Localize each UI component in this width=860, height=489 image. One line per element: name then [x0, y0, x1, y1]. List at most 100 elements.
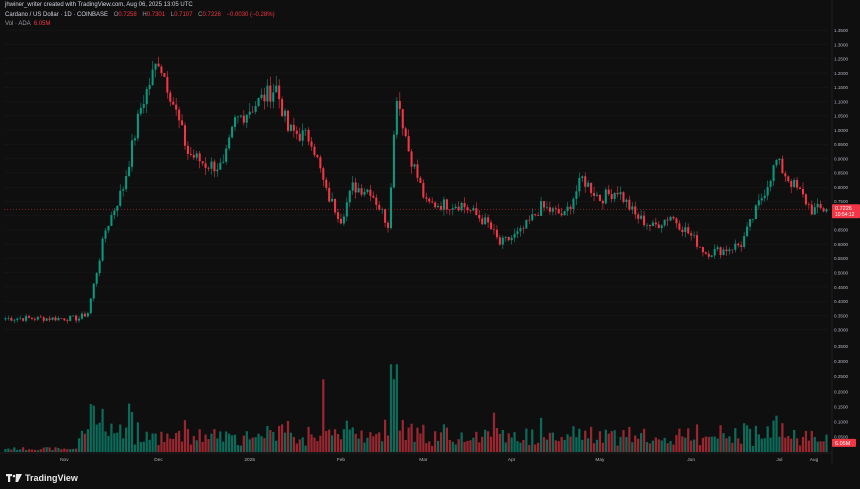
- candle-body: [22, 318, 25, 321]
- volume-bar: [381, 441, 384, 452]
- volume-bar: [534, 444, 537, 452]
- candle-body: [457, 206, 460, 211]
- candlestick-chart[interactable]: 1.3500 1.3000 1.2500 1.2000 1.1500 1.1000 1.05…: [0, 0, 860, 465]
- volume-axis-tick: 0.2500: [834, 374, 848, 379]
- volume-bar: [195, 440, 198, 452]
- volume-bar: [613, 430, 616, 452]
- volume-bar: [740, 443, 743, 452]
- candle-body: [13, 319, 16, 321]
- candle-body: [704, 252, 707, 254]
- candle-body: [239, 115, 242, 117]
- volume-bar: [225, 431, 228, 452]
- volume-bar: [7, 448, 10, 452]
- volume-bar: [516, 441, 519, 452]
- volume-bar: [725, 438, 728, 452]
- volume-bar: [601, 442, 604, 452]
- candle-body: [540, 201, 543, 216]
- candle-body: [648, 225, 651, 227]
- volume-bar: [625, 437, 628, 452]
- candle-body: [781, 158, 784, 174]
- volume-bar: [160, 431, 163, 452]
- candle-body: [310, 141, 313, 147]
- candle-body: [160, 66, 163, 74]
- time-axis-tick: Mar: [419, 457, 428, 463]
- candle-body: [645, 225, 649, 226]
- price-axis[interactable]: 1.3500 1.3000 1.2500 1.2000 1.1500 1.1000 1.05…: [834, 28, 848, 332]
- volume-bar: [328, 429, 331, 452]
- candle-body: [186, 145, 189, 154]
- candle-body: [448, 209, 451, 211]
- candle-body: [336, 212, 340, 219]
- candle-body: [743, 236, 746, 247]
- high-label: H: [142, 12, 147, 18]
- candle-body: [325, 179, 328, 188]
- volume-bar: [74, 448, 78, 452]
- candle-body: [769, 180, 772, 187]
- volume-bar: [672, 444, 675, 452]
- volume-bar: [642, 428, 646, 452]
- volume-bar: [183, 420, 187, 452]
- time-axis-tick: 2025: [244, 457, 255, 463]
- candle-body: [663, 219, 666, 226]
- candle-body: [534, 214, 537, 216]
- candle-body: [60, 317, 63, 319]
- volume-bar: [360, 430, 363, 452]
- volume-bar: [339, 439, 343, 452]
- candle-body: [731, 249, 734, 251]
- volume-bar: [431, 445, 434, 452]
- volume-bar: [63, 448, 66, 452]
- candle-body: [460, 202, 463, 211]
- volume-bar: [104, 431, 107, 452]
- volume-bar: [248, 439, 251, 452]
- candle-body: [27, 316, 31, 318]
- volume-bar: [98, 422, 101, 452]
- volume-bar: [69, 449, 72, 452]
- volume-bar: [77, 438, 81, 452]
- candle-body: [357, 188, 360, 193]
- symbol-name[interactable]: Cardano / US Dollar · 1D · COINBASE: [5, 12, 109, 18]
- price-axis-tick: 0.8500: [834, 171, 848, 176]
- candle-body: [360, 188, 363, 195]
- candle-body: [110, 215, 113, 226]
- volume-bar: [22, 447, 25, 452]
- volume-bar: [584, 430, 587, 452]
- candle-body: [478, 214, 481, 219]
- candle-body: [75, 315, 78, 321]
- volume-bar: [254, 437, 257, 452]
- volume-bar: [666, 443, 669, 452]
- volume-bar: [42, 447, 45, 452]
- volume-bar: [260, 436, 263, 452]
- candle-body: [710, 255, 713, 257]
- candle-body: [728, 249, 731, 252]
- candle-body: [169, 92, 172, 102]
- volume-bar: [557, 441, 560, 452]
- volume-bar: [163, 442, 166, 452]
- footer-bar: TradingView: [0, 465, 860, 489]
- candle-body: [107, 225, 110, 231]
- candle-body: [734, 243, 737, 250]
- grid-lines: [0, 0, 833, 465]
- candle-body: [466, 207, 469, 211]
- candle-body: [354, 182, 357, 193]
- candle-body: [172, 101, 175, 105]
- volume-bar: [72, 448, 75, 452]
- candle-body: [793, 179, 796, 187]
- volume-bar: [707, 436, 710, 452]
- volume-bar: [51, 449, 54, 452]
- candle-body: [737, 243, 740, 246]
- time-axis[interactable]: Nov Dec 2025 Feb Mar Apr May Jun Jul Aug: [60, 457, 819, 463]
- candle-body: [772, 165, 775, 181]
- candle-body: [746, 226, 749, 237]
- volume-label[interactable]: Vol · ADA: [5, 21, 31, 27]
- volume-bar: [257, 433, 260, 452]
- volume-bar: [637, 438, 640, 452]
- tradingview-logo[interactable]: TradingView: [6, 473, 78, 483]
- candle-body: [163, 73, 166, 77]
- volume-bar: [113, 433, 116, 452]
- candle-body: [442, 199, 445, 210]
- volume-axis[interactable]: 0.3500 0.3000 0.2500 0.2000 0.1500 0.1000 0.05…: [834, 344, 848, 440]
- candle-body: [4, 318, 7, 320]
- price-axis-tick: 1.1000: [834, 99, 848, 104]
- candle-body: [690, 233, 693, 236]
- candle-body: [566, 206, 569, 212]
